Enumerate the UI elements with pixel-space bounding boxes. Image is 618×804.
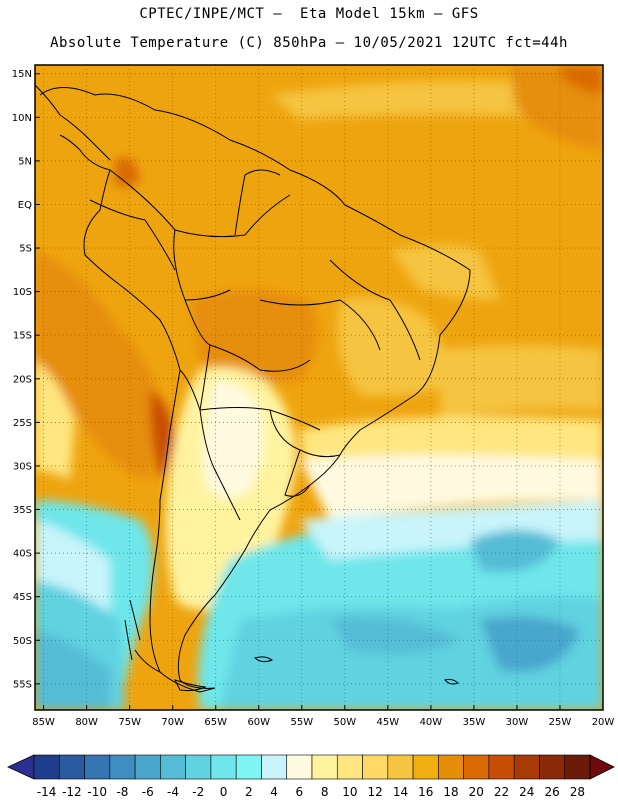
colorbar-label: 20 xyxy=(469,785,484,799)
colorbar-label: 26 xyxy=(544,785,559,799)
colorbar-label: -10 xyxy=(87,785,107,799)
colorbar-swatch xyxy=(387,754,414,780)
lat-tick-label: EQ xyxy=(18,200,32,211)
colorbar-swatch xyxy=(109,754,136,780)
lat-tick-label: 5S xyxy=(19,244,32,255)
colorbar-swatch xyxy=(539,754,566,780)
colorbar-label: -8 xyxy=(116,785,128,799)
colorbar-label: 18 xyxy=(443,785,458,799)
colorbar-swatch xyxy=(286,754,313,780)
colorbar-label: 14 xyxy=(393,785,408,799)
lat-tick-label: 55S xyxy=(13,679,32,690)
lat-tick-label: 10S xyxy=(13,287,32,298)
coastlines-borders xyxy=(35,84,471,693)
colorbar-swatch xyxy=(564,754,591,780)
lat-tick-label: 50S xyxy=(13,636,32,647)
lon-tick-label: 50W xyxy=(334,717,357,728)
colorbar-swatch xyxy=(412,754,439,780)
lat-tick-label: 10N xyxy=(12,113,32,124)
lat-tick-label: 5N xyxy=(18,156,32,167)
colorbar-swatch xyxy=(210,754,237,780)
colorbar-label: -2 xyxy=(192,785,204,799)
colorbar-label: 10 xyxy=(342,785,357,799)
colorbar: -14 -12 -10 -8 -6 -4 -2 0 2 4 6 8 10 12 14 16 18 20 22 24 26… xyxy=(7,754,615,799)
colorbar-swatch xyxy=(84,754,111,780)
colorbar-swatch xyxy=(185,754,212,780)
colorbar-swatch xyxy=(336,754,363,780)
lat-tick-label: 20S xyxy=(13,374,32,385)
colorbar-swatch xyxy=(261,754,288,780)
colorbar-swatch xyxy=(33,754,60,780)
lat-tick-label: 45S xyxy=(13,592,32,603)
colorbar-label: -12 xyxy=(62,785,82,799)
colorbar-label: -6 xyxy=(142,785,154,799)
colorbar-swatch xyxy=(58,754,85,780)
lat-tick-label: 30S xyxy=(13,461,32,472)
lon-tick-label: 55W xyxy=(290,717,313,728)
colorbar-label: 8 xyxy=(321,785,329,799)
colorbar-label: 0 xyxy=(220,785,228,799)
lon-tick-label: 60W xyxy=(247,717,270,728)
map-title-line-1: CPTEC/INPE/MCT – Eta Model 15km – GFS xyxy=(139,6,479,22)
lat-tick-label: 15S xyxy=(13,331,32,342)
colorbar-over-arrow xyxy=(589,754,615,780)
lon-tick-label: 20W xyxy=(592,717,615,728)
lat-tick-label: 25S xyxy=(13,418,32,429)
colorbar-swatch xyxy=(438,754,464,780)
colorbar-label: 12 xyxy=(368,785,383,799)
map-frame xyxy=(34,64,604,711)
lon-tick-label: 35W xyxy=(463,717,486,728)
colorbar-under-arrow xyxy=(7,754,35,780)
lon-tick-label: 80W xyxy=(75,717,98,728)
lat-tick-label: 15N xyxy=(12,69,32,80)
temperature-field xyxy=(35,65,603,710)
map-title-line-2: Absolute Temperature (C) 850hPa – 10/05/… xyxy=(50,35,568,51)
colorbar-label: 2 xyxy=(245,785,253,799)
colorbar-swatch xyxy=(362,754,389,780)
colorbar-swatch xyxy=(160,754,186,780)
colorbar-label: -4 xyxy=(167,785,179,799)
lon-tick-label: 40W xyxy=(420,717,443,728)
lon-tick-label: 30W xyxy=(506,717,529,728)
colorbar-swatch xyxy=(513,754,540,780)
lon-tick-label: 85W xyxy=(32,717,55,728)
lon-tick-label: 45W xyxy=(377,717,400,728)
colorbar-label: 6 xyxy=(296,785,304,799)
colorbar-swatch xyxy=(134,754,161,780)
lon-tick-label: 75W xyxy=(118,717,141,728)
colorbar-label: 22 xyxy=(494,785,509,799)
lon-tick-label: 25W xyxy=(549,717,572,728)
colorbar-label: 4 xyxy=(270,785,278,799)
colorbar-label: 24 xyxy=(519,785,534,799)
colorbar-swatch xyxy=(235,754,262,780)
colorbar-swatch xyxy=(488,754,515,780)
colorbar-swatch xyxy=(463,754,490,780)
lat-tick-label: 40S xyxy=(13,549,32,560)
colorbar-swatch xyxy=(311,754,338,780)
colorbar-label: 16 xyxy=(418,785,433,799)
latitude-axis: 15N 10N 5N EQ 5S 10S 15S 20S 25S 30S 35S 40S 45S 50S 5… xyxy=(12,69,40,690)
longitude-axis: 85W 80W 75W 70W 65W 60W 55W 50W 45W 40W 35W 30W 25W 2… xyxy=(32,705,614,728)
colorbar-label: 28 xyxy=(570,785,585,799)
lon-tick-label: 70W xyxy=(161,717,184,728)
lon-tick-label: 65W xyxy=(204,717,227,728)
lat-tick-label: 35S xyxy=(13,505,32,516)
colorbar-label: -14 xyxy=(37,785,57,799)
map-gridlines xyxy=(35,65,603,710)
